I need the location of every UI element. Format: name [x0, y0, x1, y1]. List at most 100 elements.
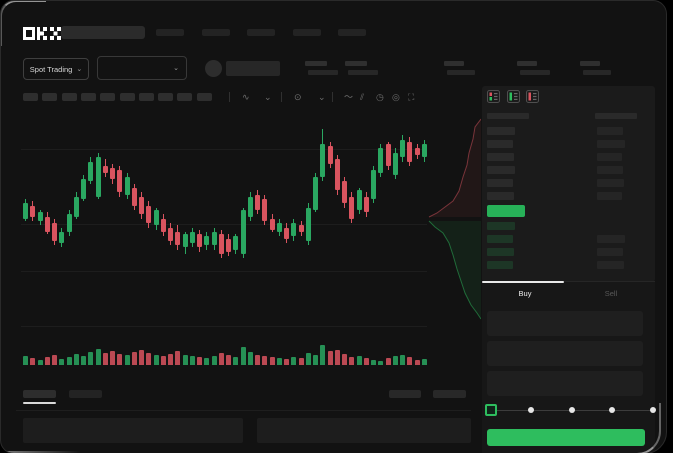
- bottom-action-placeholder[interactable]: [433, 390, 466, 398]
- candle: [392, 152, 398, 175]
- buy-row-size: [597, 261, 624, 269]
- volume-bar: [182, 355, 188, 365]
- search-bar-placeholder[interactable]: [61, 26, 145, 39]
- toolbar-item-placeholder[interactable]: [80, 93, 96, 101]
- sell-row-size: [597, 166, 623, 174]
- price-chart[interactable]: [21, 111, 427, 367]
- candle: [73, 196, 79, 217]
- bottom-panel-placeholder: [23, 418, 243, 443]
- candle: [95, 157, 101, 197]
- candle: [371, 170, 376, 199]
- order-amount-input[interactable]: [487, 341, 643, 366]
- nav-item-placeholder[interactable]: [292, 29, 321, 36]
- order-total-input[interactable]: [487, 371, 643, 396]
- nav-item-placeholder[interactable]: [338, 29, 366, 36]
- fullscreen-icon[interactable]: ⛶: [408, 92, 415, 102]
- pair-name-placeholder: [226, 61, 280, 76]
- trendline-icon[interactable]: ～: [344, 92, 354, 102]
- bottom-panel-placeholder: [257, 418, 471, 443]
- toolbar-item-placeholder[interactable]: [61, 93, 77, 101]
- slider-handle[interactable]: [485, 404, 497, 416]
- volume-bar: [52, 355, 57, 365]
- screenshot-icon[interactable]: ◎: [392, 92, 400, 102]
- candle: [334, 159, 340, 191]
- buy-row-size: [597, 248, 623, 256]
- bottom-action-placeholder[interactable]: [389, 390, 421, 398]
- orderbook-sells-icon[interactable]: [526, 90, 539, 108]
- orderbook-header-placeholder: [487, 113, 529, 119]
- order-price-input[interactable]: [487, 311, 643, 336]
- toolbar-item-placeholder[interactable]: [119, 93, 135, 101]
- toolbar-item-placeholder[interactable]: [42, 93, 58, 101]
- sell-row-price: [487, 166, 515, 174]
- toolbar-item-placeholder[interactable]: [196, 93, 212, 101]
- nav-item-placeholder[interactable]: [201, 29, 230, 36]
- candle: [284, 227, 289, 239]
- stat-label-placeholder: [305, 61, 327, 66]
- nav-item-placeholder[interactable]: [247, 29, 275, 36]
- buy-row-price: [487, 261, 513, 269]
- candle: [305, 207, 311, 241]
- bottom-tab-placeholder[interactable]: [23, 390, 56, 398]
- chevron-down-icon[interactable]: ⌄: [264, 92, 272, 102]
- slider-stop[interactable]: [527, 407, 534, 413]
- toolbar-item-placeholder[interactable]: [177, 93, 193, 101]
- toolbar-item-placeholder[interactable]: [138, 93, 154, 101]
- indicator-icon[interactable]: ⊙: [294, 92, 302, 102]
- candle: [52, 223, 57, 241]
- buy-row-price: [487, 248, 514, 256]
- volume-bar: [218, 353, 224, 365]
- volume-bar: [414, 360, 420, 365]
- chevron-down-icon[interactable]: ⌄: [318, 92, 326, 102]
- volume-bar: [371, 360, 376, 365]
- candle: [168, 227, 173, 241]
- volume-bar: [168, 354, 173, 365]
- tab-buy[interactable]: Buy: [482, 281, 568, 304]
- slider-stop[interactable]: [568, 407, 575, 413]
- candle: [240, 210, 246, 254]
- buy-row-size: [597, 235, 625, 243]
- candle: [349, 196, 355, 219]
- bottom-tab-placeholder[interactable]: [69, 390, 102, 398]
- candle: [110, 168, 115, 180]
- tab-sell-label: Sell: [604, 288, 618, 298]
- volume-bar: [320, 345, 326, 365]
- slider-stop[interactable]: [609, 407, 616, 413]
- candle: [44, 216, 50, 232]
- candle: [356, 190, 362, 210]
- buy-submit-button[interactable]: [487, 429, 645, 446]
- volume-bar: [66, 357, 72, 365]
- market-type-dropdown[interactable]: Spot Trading ⌄: [23, 58, 89, 80]
- candle: [160, 218, 166, 232]
- toolbar-item-placeholder[interactable]: [23, 93, 38, 101]
- chevron-down-icon: ⌄: [76, 65, 83, 73]
- orderbook-buys-icon[interactable]: [506, 90, 520, 108]
- stat-label-placeholder: [345, 61, 367, 66]
- toolbar-item-placeholder[interactable]: [100, 93, 116, 101]
- candle: [88, 161, 94, 182]
- candle: [124, 177, 130, 195]
- slider-stop[interactable]: [650, 407, 656, 413]
- sell-row-size: [597, 127, 623, 135]
- toolbar-item-placeholder[interactable]: [158, 93, 174, 101]
- candle: [276, 223, 282, 232]
- orderbook-combined-icon[interactable]: [487, 90, 500, 108]
- time-icon[interactable]: ◷: [376, 92, 384, 102]
- volume-bar: [262, 356, 268, 365]
- chart-type-icon[interactable]: ∿: [242, 92, 250, 102]
- volume-bar: [102, 353, 108, 365]
- volume-bar: [160, 356, 166, 365]
- draw-tools-icon[interactable]: ⫽: [360, 92, 365, 102]
- orderbook-header-placeholder: [595, 113, 637, 119]
- pair-select-dropdown[interactable]: ⌄: [97, 56, 187, 80]
- volume-bar: [226, 355, 231, 365]
- tab-sell[interactable]: Sell: [568, 282, 654, 304]
- volume-bar: [44, 357, 50, 365]
- candle: [414, 148, 420, 155]
- nav-item-placeholder[interactable]: [156, 29, 184, 36]
